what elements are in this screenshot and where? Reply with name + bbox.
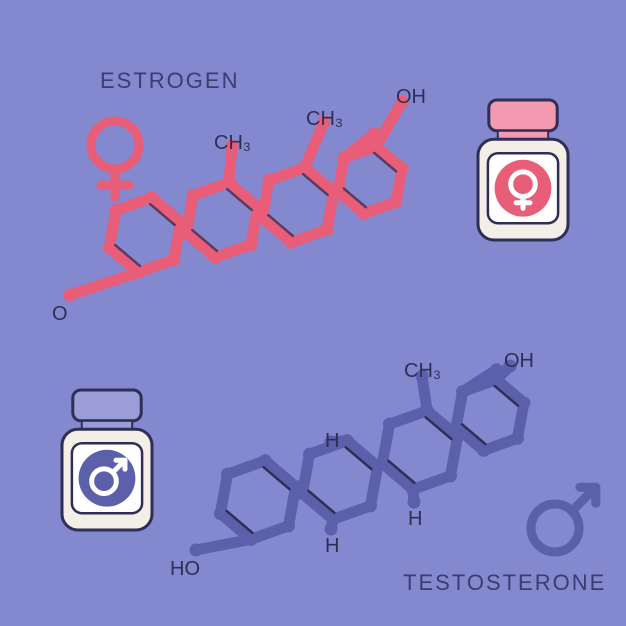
female-symbol-icon [91,121,139,197]
testosterone-ho-label: HO [170,558,200,581]
testosterone-molecule [190,360,531,557]
estrogen-title: ESTROGEN [100,68,239,94]
estrogen-bottle-icon [472,94,574,246]
male-symbol-icon [531,487,596,552]
testosterone-ch3-label: CH₃ [404,360,441,383]
infographic-stage: ESTROGEN TESTOSTERONE O CH₃ CH₃ OH HO H H H CH₃ OH [0,0,626,626]
testosterone-h-c-label: H [408,508,422,531]
estrogen-ch3-a-label: CH₃ [214,132,251,155]
testosterone-h-a-label: H [325,430,339,453]
estrogen-o-label: O [52,303,68,326]
testosterone-title: TESTOSTERONE [403,570,606,596]
testosterone-h-b-label: H [325,535,339,558]
estrogen-ch3-b-label: CH₃ [306,108,343,131]
testosterone-bottle-icon [56,384,158,536]
estrogen-oh-label: OH [396,86,426,109]
testosterone-oh-label: OH [504,350,534,373]
